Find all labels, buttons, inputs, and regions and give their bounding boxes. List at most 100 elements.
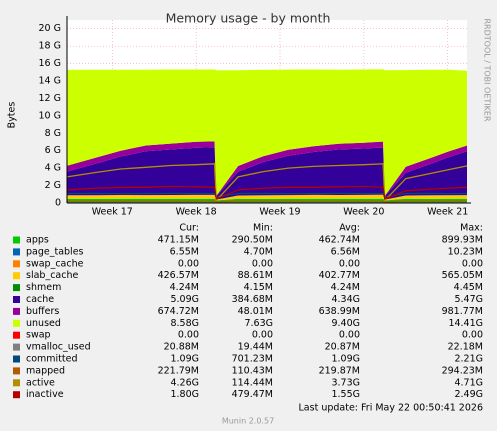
legend-value: 565.05M bbox=[442, 270, 483, 281]
legend-value: 5.47G bbox=[454, 294, 483, 305]
y-tick-label: 8 G bbox=[45, 128, 61, 139]
legend-label: page_tables bbox=[26, 246, 84, 257]
legend-value: 0.00 bbox=[339, 258, 360, 269]
legend-swatch bbox=[13, 248, 20, 256]
legend-value: 4.24M bbox=[331, 282, 360, 293]
legend-swatch bbox=[13, 296, 20, 303]
legend-label: cache bbox=[26, 294, 54, 305]
legend-value: 0.00 bbox=[178, 258, 199, 269]
area bbox=[67, 69, 467, 196]
legend-label: apps bbox=[26, 235, 49, 246]
y-tick-label: 6 G bbox=[45, 145, 61, 156]
x-tick-label: Week 17 bbox=[92, 207, 133, 218]
legend-value: 9.40G bbox=[331, 318, 360, 329]
legend-value: 1.09G bbox=[170, 354, 199, 365]
legend-value: 0.00 bbox=[462, 330, 483, 341]
legend-value: 294.23M bbox=[442, 365, 483, 376]
y-tick-label: 12 G bbox=[39, 93, 61, 104]
footer: Munin 2.0.57 bbox=[222, 417, 274, 426]
line bbox=[66, 192, 468, 198]
legend-value: 4.26G bbox=[170, 377, 199, 388]
legend-value: 4.34G bbox=[331, 294, 360, 305]
legend-value: 426.57M bbox=[158, 270, 199, 281]
line bbox=[67, 200, 467, 203]
x-tick-label: Week 19 bbox=[259, 207, 300, 218]
legend-value: 290.50M bbox=[232, 235, 273, 246]
y-tick-label: 0 bbox=[55, 198, 61, 209]
legend-value: 1.80G bbox=[170, 389, 199, 400]
legend-value: 701.23M bbox=[232, 354, 273, 365]
legend-label: mapped bbox=[26, 365, 65, 376]
legend-swatch bbox=[13, 355, 20, 363]
legend-value: 5.09G bbox=[170, 294, 199, 305]
y-tick-label: 20 G bbox=[39, 23, 61, 34]
legend-swatch bbox=[13, 331, 20, 339]
legend-value: 48.01M bbox=[238, 306, 273, 317]
legend-value: 6.56M bbox=[331, 246, 360, 257]
legend-value: 674.72M bbox=[158, 306, 199, 317]
legend-value: 20.88M bbox=[164, 342, 199, 353]
legend-label: swap bbox=[26, 330, 51, 341]
legend-value: 0.00 bbox=[178, 330, 199, 341]
legend-swatch bbox=[13, 236, 20, 244]
legend-value: 0.00 bbox=[252, 330, 273, 341]
legend-value: 479.47M bbox=[232, 389, 273, 400]
legend-value: 4.15M bbox=[244, 282, 273, 293]
legend-column-header: Min: bbox=[253, 223, 273, 234]
legend-value: 981.77M bbox=[442, 306, 483, 317]
legend-value: 4.70M bbox=[244, 246, 273, 257]
legend-swatch bbox=[13, 391, 20, 399]
legend-swatch bbox=[13, 379, 20, 387]
legend-value: 114.44M bbox=[232, 377, 273, 388]
legend-swatch bbox=[13, 284, 20, 292]
x-tick-label: Week 21 bbox=[427, 207, 468, 218]
legend-value: 88.61M bbox=[238, 270, 273, 281]
legend-value: 14.41G bbox=[448, 318, 483, 329]
legend-column-header: Avg: bbox=[339, 223, 360, 234]
legend-value: 0.00 bbox=[252, 258, 273, 269]
legend-label: buffers bbox=[26, 306, 59, 317]
legend-swatch bbox=[13, 272, 20, 280]
x-tick-label: Week 18 bbox=[176, 207, 217, 218]
legend-value: 1.09G bbox=[331, 354, 360, 365]
legend-value: 2.49G bbox=[454, 389, 483, 400]
last-update: Last update: Fri May 22 00:50:41 2026 bbox=[299, 403, 483, 414]
area bbox=[67, 198, 467, 201]
line bbox=[66, 185, 468, 200]
legend-label: active bbox=[26, 377, 55, 388]
y-tick-label: 2 G bbox=[45, 180, 61, 191]
y-tick-label: 10 G bbox=[39, 110, 61, 121]
legend-label: shmem bbox=[26, 282, 61, 293]
legend-value: 19.44M bbox=[238, 342, 273, 353]
legend-value: 221.79M bbox=[158, 365, 199, 376]
legend-label: slab_cache bbox=[26, 270, 78, 281]
legend-value: 6.55M bbox=[170, 246, 199, 257]
legend-value: 10.23M bbox=[448, 246, 483, 257]
y-axis-label: Bytes bbox=[7, 102, 18, 129]
legend-value: 0.00 bbox=[339, 330, 360, 341]
x-tick-label: Week 20 bbox=[343, 207, 384, 218]
legend-value: 110.43M bbox=[232, 365, 273, 376]
side-text: RRDTOOL / TOBI OETIKER bbox=[483, 18, 492, 121]
legend-column-header: Max: bbox=[460, 223, 483, 234]
legend-label: unused bbox=[26, 318, 61, 329]
legend-label: committed bbox=[26, 354, 78, 365]
legend-value: 4.71G bbox=[454, 377, 483, 388]
legend-value: 8.58G bbox=[170, 318, 199, 329]
legend-value: 1.55G bbox=[331, 389, 360, 400]
legend-value: 638.99M bbox=[319, 306, 360, 317]
legend-value: 2.21G bbox=[454, 354, 483, 365]
y-tick-label: 14 G bbox=[39, 76, 61, 87]
area bbox=[67, 194, 467, 201]
legend-swatch bbox=[13, 307, 20, 315]
legend-value: 4.45M bbox=[454, 282, 483, 293]
legend-swatch bbox=[13, 343, 20, 351]
legend-label: swap_cache bbox=[26, 258, 84, 269]
line bbox=[66, 163, 468, 202]
legend-value: 0.00 bbox=[462, 258, 483, 269]
chart-title: Memory usage - by month bbox=[166, 11, 331, 26]
y-tick-label: 4 G bbox=[45, 163, 61, 174]
legend-value: 384.68M bbox=[232, 294, 273, 305]
legend-value: 20.87M bbox=[325, 342, 360, 353]
